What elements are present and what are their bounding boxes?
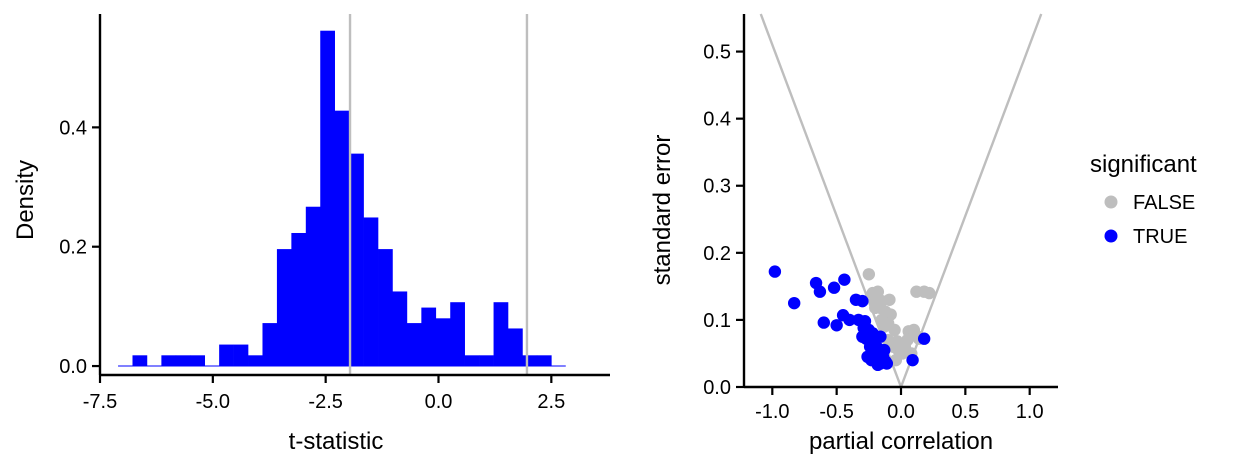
scatter-points [768,265,936,372]
histogram-bar [508,328,523,367]
scatter-point-true [843,313,856,327]
y-tick-label: 0.4 [59,117,87,139]
histogram-bar [349,153,364,367]
histogram-bar [291,232,307,367]
scatter-x-ticks: -1.0 -0.5 0.0 0.5 1.0 [755,387,1044,423]
histogram-x-axis-title: t-statistic [289,428,384,455]
scatter-point-false [862,268,876,281]
scatter-point-false [874,301,887,315]
scatter-point-true [768,265,782,278]
histogram-panel: -7.5 -5.0 -2.5 0.0 2.5 0.0 0.2 0.4 t-statistic… [12,14,610,455]
x-tick-label: -5.0 [196,391,230,413]
histogram-bar [276,249,292,367]
histogram-bar [392,291,408,367]
x-tick-label: -1.0 [755,401,789,423]
histogram-bar [536,355,552,367]
histogram-bar [161,355,177,367]
scatter-y-axis-title: standard error [649,135,676,286]
scatter-point-false [923,286,936,300]
scatter-point-false [883,293,896,306]
histogram-bar [334,110,350,367]
scatter-point-true [856,294,869,308]
histogram-bar [479,355,494,367]
y-tick-label: 0.4 [703,109,731,131]
y-tick-label: 0.3 [703,176,731,198]
histogram-bar [378,249,393,367]
scatter-point-true [880,357,894,370]
scatter-point-true [874,330,887,343]
y-tick-label: 0.5 [703,42,731,64]
histogram-bars [118,30,566,367]
histogram-bar [493,302,509,367]
histogram-bar [522,355,538,367]
histogram-bar [406,323,422,367]
scatter-point-false [890,335,904,348]
scatter-point-true [906,353,919,367]
x-tick-label: -0.5 [819,401,853,423]
x-tick-label: 0.5 [951,401,979,423]
scatter-funnel-lines [759,13,1043,388]
scatter-point-true [817,316,830,329]
legend-marker-false [1104,195,1118,209]
histogram-x-ticks: -7.5 -5.0 -2.5 0.0 2.5 [83,375,565,413]
scatter-point-false [896,347,909,360]
histogram-bar [233,344,249,367]
legend: significant FALSE TRUE [1090,151,1197,248]
histogram-bar [190,355,206,367]
x-tick-label: 0.0 [887,401,915,423]
scatter-point-true [787,296,801,310]
histogram-bar [175,355,191,367]
scatter-panel: -1.0 -0.5 0.0 0.5 1.0 0.0 0.1 0.2 0.3 0.4 0.5 par… [649,13,1058,455]
histogram-bar [305,206,321,367]
scatter-point-true [917,332,931,345]
histogram-y-ticks: 0.0 0.2 0.4 [59,117,100,378]
scatter-point-true [863,340,877,353]
scatter-x-axis-title: partial correlation [809,428,993,455]
y-tick-label: 0.0 [703,377,731,399]
scatter-point-true [838,273,851,286]
histogram-bar [363,217,379,367]
scatter-point-true [813,285,827,298]
x-tick-label: 0.0 [425,391,453,413]
y-tick-label: 0.2 [59,237,87,259]
histogram-bar [464,355,480,367]
x-tick-label: -2.5 [308,391,342,413]
legend-label-false: FALSE [1133,192,1195,214]
y-tick-label: 0.0 [59,356,87,378]
x-tick-label: -7.5 [83,391,117,413]
histogram-bar [450,302,465,367]
funnel-line-right [899,13,1043,388]
scatter-point-true [827,281,841,294]
scatter-point-true [857,321,870,335]
histogram-bar [421,307,437,367]
histogram-bar [219,344,234,367]
histogram-bar [248,355,263,367]
legend-label-true: TRUE [1133,226,1187,248]
funnel-line-left [759,13,903,388]
histogram-bar [262,323,278,367]
scatter-y-ticks: 0.0 0.1 0.2 0.3 0.4 0.5 [703,42,744,399]
histogram-reference-lines [348,14,529,375]
scatter-point-false [888,323,901,337]
histogram-bar [132,355,148,367]
y-tick-label: 0.1 [703,310,731,332]
x-tick-label: 2.5 [537,391,565,413]
histogram-bar [320,30,335,367]
scatter-point-true [830,319,843,332]
x-tick-label: 1.0 [1016,401,1044,423]
legend-marker-true [1104,229,1118,243]
scatter-point-false [878,320,891,333]
scatter-point-true [878,343,891,357]
legend-title: significant [1090,151,1197,178]
histogram-y-axis-title: Density [12,160,39,240]
y-tick-label: 0.2 [703,243,731,265]
histogram-bar [435,318,451,367]
